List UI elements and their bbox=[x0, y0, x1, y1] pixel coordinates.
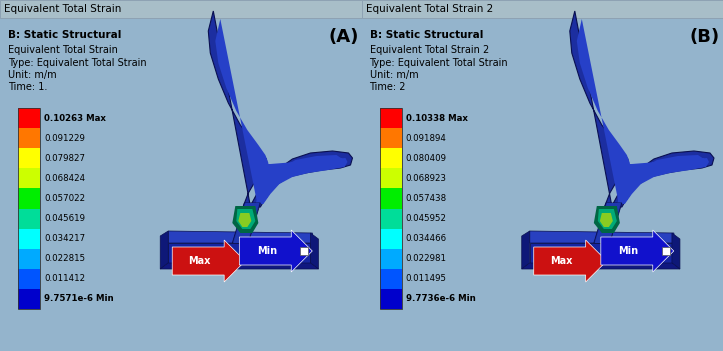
Bar bbox=[301, 247, 309, 255]
Text: 0.079827: 0.079827 bbox=[44, 154, 85, 163]
Bar bbox=[18, 168, 40, 188]
Polygon shape bbox=[595, 203, 621, 243]
Text: 0.080409: 0.080409 bbox=[406, 154, 447, 163]
Bar bbox=[18, 249, 40, 269]
Polygon shape bbox=[234, 203, 260, 243]
Polygon shape bbox=[215, 19, 348, 204]
Text: Unit: m/m: Unit: m/m bbox=[369, 70, 418, 80]
Polygon shape bbox=[570, 11, 714, 207]
Text: 0.034217: 0.034217 bbox=[44, 234, 85, 243]
FancyBboxPatch shape bbox=[601, 230, 674, 272]
Polygon shape bbox=[594, 206, 620, 233]
Text: (A): (A) bbox=[328, 28, 359, 46]
Text: 0.091894: 0.091894 bbox=[406, 134, 446, 143]
Bar bbox=[18, 108, 40, 309]
Bar bbox=[380, 249, 401, 269]
Text: Time: 1.: Time: 1. bbox=[8, 82, 48, 92]
FancyBboxPatch shape bbox=[534, 240, 607, 282]
Text: 0.022815: 0.022815 bbox=[44, 254, 85, 263]
Text: Min: Min bbox=[257, 246, 277, 256]
Text: 0.10263 Max: 0.10263 Max bbox=[44, 114, 106, 122]
Polygon shape bbox=[672, 233, 680, 269]
Polygon shape bbox=[168, 243, 310, 263]
Text: Min: Min bbox=[618, 246, 638, 256]
Text: 9.7571e-6 Min: 9.7571e-6 Min bbox=[44, 294, 114, 304]
Polygon shape bbox=[232, 203, 260, 243]
Text: B: Static Structural: B: Static Structural bbox=[8, 30, 121, 40]
Text: 0.057022: 0.057022 bbox=[44, 194, 85, 203]
Polygon shape bbox=[530, 231, 674, 243]
Polygon shape bbox=[161, 231, 168, 269]
Text: Equivalent Total Strain: Equivalent Total Strain bbox=[8, 45, 118, 55]
Bar bbox=[18, 229, 40, 249]
Text: 9.7736e-6 Min: 9.7736e-6 Min bbox=[406, 294, 475, 304]
Bar bbox=[362, 0, 723, 18]
Bar bbox=[380, 289, 401, 309]
Text: 0.011412: 0.011412 bbox=[44, 274, 85, 283]
Bar bbox=[18, 148, 40, 168]
Bar bbox=[18, 269, 40, 289]
Bar bbox=[380, 188, 401, 208]
Polygon shape bbox=[530, 243, 672, 263]
Bar bbox=[18, 208, 40, 229]
Polygon shape bbox=[598, 209, 617, 229]
FancyBboxPatch shape bbox=[239, 230, 312, 272]
Bar bbox=[380, 128, 401, 148]
Text: 0.045619: 0.045619 bbox=[44, 214, 85, 223]
Bar bbox=[18, 108, 40, 128]
Polygon shape bbox=[161, 263, 318, 269]
Text: Unit: m/m: Unit: m/m bbox=[8, 70, 56, 80]
Text: Max: Max bbox=[550, 256, 573, 266]
Bar bbox=[380, 208, 401, 229]
Bar bbox=[18, 128, 40, 148]
Text: 0.045952: 0.045952 bbox=[406, 214, 447, 223]
Bar bbox=[18, 188, 40, 208]
Text: 0.034466: 0.034466 bbox=[406, 234, 447, 243]
Polygon shape bbox=[522, 231, 530, 269]
Polygon shape bbox=[522, 263, 680, 269]
Text: 0.022981: 0.022981 bbox=[406, 254, 447, 263]
Polygon shape bbox=[239, 213, 252, 227]
Polygon shape bbox=[236, 209, 255, 229]
FancyBboxPatch shape bbox=[172, 240, 245, 282]
Bar bbox=[380, 108, 401, 309]
Polygon shape bbox=[168, 231, 312, 243]
Text: Type: Equivalent Total Strain: Type: Equivalent Total Strain bbox=[369, 58, 508, 68]
Text: B: Static Structural: B: Static Structural bbox=[369, 30, 483, 40]
Bar bbox=[662, 247, 670, 255]
Polygon shape bbox=[600, 213, 613, 227]
Bar bbox=[380, 148, 401, 168]
Text: 0.091229: 0.091229 bbox=[44, 134, 85, 143]
Bar bbox=[18, 289, 40, 309]
Text: Equivalent Total Strain: Equivalent Total Strain bbox=[4, 4, 121, 14]
Bar bbox=[380, 269, 401, 289]
Text: Type: Equivalent Total Strain: Type: Equivalent Total Strain bbox=[8, 58, 147, 68]
Bar bbox=[0, 0, 362, 18]
Polygon shape bbox=[232, 206, 258, 233]
Polygon shape bbox=[594, 203, 622, 243]
Text: 0.057438: 0.057438 bbox=[406, 194, 447, 203]
Polygon shape bbox=[310, 233, 318, 269]
Text: 0.068923: 0.068923 bbox=[406, 174, 447, 183]
Text: 0.10338 Max: 0.10338 Max bbox=[406, 114, 468, 122]
Text: (B): (B) bbox=[690, 28, 720, 46]
Bar bbox=[380, 168, 401, 188]
Text: Equivalent Total Strain 2: Equivalent Total Strain 2 bbox=[369, 45, 489, 55]
Text: Max: Max bbox=[189, 256, 211, 266]
Polygon shape bbox=[577, 19, 709, 204]
Text: Equivalent Total Strain 2: Equivalent Total Strain 2 bbox=[366, 4, 493, 14]
Text: 0.011495: 0.011495 bbox=[406, 274, 447, 283]
Bar bbox=[380, 108, 401, 128]
Bar bbox=[380, 229, 401, 249]
Polygon shape bbox=[208, 11, 353, 207]
Text: Time: 2: Time: 2 bbox=[369, 82, 406, 92]
Text: 0.068424: 0.068424 bbox=[44, 174, 85, 183]
